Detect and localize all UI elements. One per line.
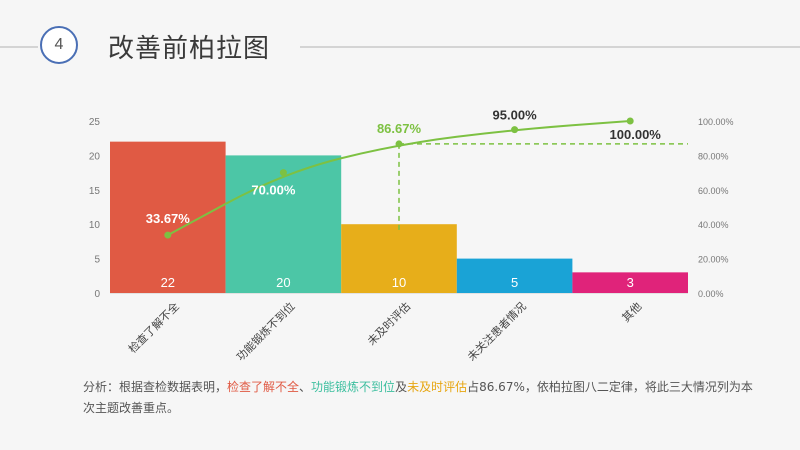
bar-value-label: 22: [161, 275, 175, 290]
analysis-prefix: 分析：根据查检数据表明，: [83, 380, 228, 394]
y2-tick-label: 80.00%: [698, 151, 729, 161]
analysis-text: 分析：根据查检数据表明，检查了解不全、功能锻炼不到位及未及时评估占86.67%，…: [83, 377, 763, 419]
category-label: 检查了解不全: [125, 299, 182, 356]
y-tick-label: 0: [94, 289, 100, 300]
bar-value-label: 20: [276, 275, 290, 290]
y-tick-label: 25: [89, 117, 101, 128]
bar: [341, 224, 457, 293]
slide-header: 4 改善前柏拉图: [0, 0, 800, 90]
category-label: 其他: [620, 300, 645, 325]
cumulative-label: 70.00%: [251, 183, 296, 198]
slide-title: 改善前柏拉图: [108, 34, 271, 64]
cumulative-point: [511, 126, 519, 134]
cumulative-label: 95.00%: [493, 108, 538, 123]
analysis-suffix: 占86.67%，依柏拉图八二定律，将此三大情况列为本次主题改善重点。: [83, 380, 753, 415]
cumulative-point: [626, 117, 634, 125]
y-tick-label: 10: [89, 220, 101, 231]
cumulative-point: [164, 231, 172, 239]
slide-number-badge: 4: [40, 26, 78, 64]
category-label: 未及时评估: [365, 300, 413, 348]
analysis-item-2: 功能锻炼不到位: [311, 380, 396, 394]
cumulative-label: 100.00%: [610, 127, 662, 142]
pareto-chart: 0 5 10 15 20 25 0.00% 20.00% 40.00% 60.00% 80.00% 1…: [89, 108, 734, 364]
analysis-item-3: 未及时评估: [407, 380, 468, 394]
category-label: 未关注患者情况: [464, 299, 528, 363]
bar: [456, 258, 573, 293]
header-divider-right: [300, 46, 800, 48]
analysis-separator-1: 、: [299, 380, 312, 394]
y2-tick-label: 100.00%: [698, 117, 734, 127]
bar: [572, 272, 688, 293]
header-divider-left: [0, 46, 38, 48]
y-tick-label: 20: [89, 151, 101, 162]
y2-tick-label: 60.00%: [698, 186, 729, 196]
bar: [110, 141, 226, 293]
analysis-separator-2: 及: [395, 380, 408, 394]
bar-value-label: 3: [627, 275, 634, 290]
y-tick-label: 5: [94, 255, 100, 266]
y2-tick-label: 0.00%: [698, 289, 724, 299]
bar-value-label: 5: [511, 275, 518, 290]
y2-tick-label: 20.00%: [698, 255, 729, 265]
bar: [225, 155, 342, 293]
cumulative-label: 33.67%: [146, 211, 191, 226]
y2-tick-label: 40.00%: [698, 220, 729, 230]
cumulative-point: [279, 169, 287, 177]
cumulative-line: [167, 120, 631, 236]
analysis-item-1: 检查了解不全: [227, 380, 300, 394]
category-label: 功能锻炼不到位: [233, 299, 297, 363]
bar-value-label: 10: [392, 275, 406, 290]
y-tick-label: 15: [89, 186, 101, 197]
cumulative-label: 86.67%: [377, 121, 422, 136]
cumulative-point: [395, 140, 403, 148]
